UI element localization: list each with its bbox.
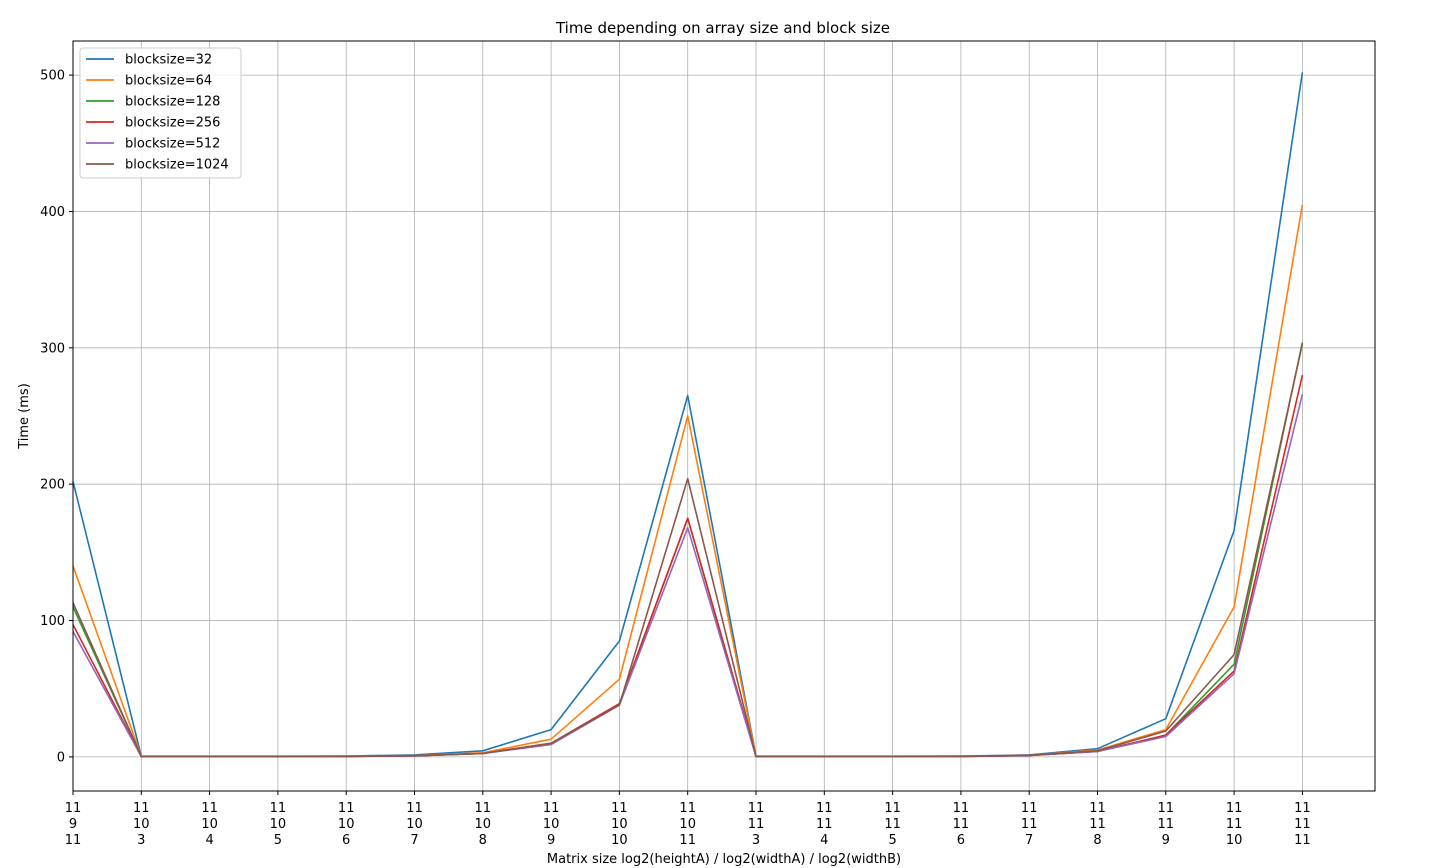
x-tick-label: 11 [1226,801,1243,816]
y-tick-label: 0 [57,750,65,765]
x-tick-label: 11 [133,801,150,816]
x-tick-label: 7 [410,833,418,848]
x-tick-label: 11 [1294,817,1311,832]
x-tick-label: 11 [748,801,765,816]
y-tick-label: 100 [40,614,65,629]
x-tick-label: 8 [1093,833,1101,848]
x-tick-label: 11 [475,801,492,816]
x-tick-label: 11 [338,801,355,816]
x-tick-label: 6 [957,833,965,848]
x-tick-label: 4 [205,833,213,848]
x-tick-label: 11 [953,801,970,816]
y-tick-label: 200 [40,478,65,493]
legend: blocksize=32 blocksize=64 blocksize=128 blo… [79,47,242,179]
x-tick-label: 10 [338,817,355,832]
x-tick-label: 11 [201,801,218,816]
x-tick-label: 11 [1294,801,1311,816]
x-tick-label: 5 [274,833,282,848]
x-tick-label: 8 [479,833,487,848]
x-tick-label: 10 [611,833,628,848]
x-tick-label: 10 [679,817,696,832]
grid [72,41,1375,791]
x-tick-label: 11 [1294,833,1311,848]
legend-entry-label: blocksize=512 [125,137,220,152]
x-tick-label: 11 [1089,801,1106,816]
x-tick-label: 11 [65,801,82,816]
x-tick-label: 11 [816,817,833,832]
legend-box [79,47,242,179]
x-tick-label: 5 [888,833,896,848]
x-tick-label: 4 [820,833,828,848]
series-line-blocksize-1024 [72,343,1304,758]
x-tick-label: 9 [1162,833,1170,848]
x-tick-label: 11 [1158,801,1175,816]
x-tick-label: 11 [816,801,833,816]
x-tick-label: 10 [133,817,150,832]
x-tick-label: 10 [611,817,628,832]
x-axis: 1191111103111041110511106111071110811109… [65,791,1311,848]
x-axis-label: Matrix size log2(heightA) / log2(widthA)… [547,852,901,867]
x-tick-label: 11 [953,817,970,832]
x-tick-label: 11 [1226,817,1243,832]
x-tick-label: 11 [884,801,901,816]
x-tick-label: 6 [342,833,350,848]
y-tick-label: 500 [40,69,65,84]
x-tick-label: 11 [611,801,628,816]
x-tick-label: 11 [543,801,560,816]
x-tick-label: 11 [65,833,82,848]
x-tick-label: 9 [547,833,555,848]
x-tick-label: 10 [475,817,492,832]
legend-entry-label: blocksize=64 [125,74,212,89]
legend-entry-label: blocksize=128 [125,95,220,110]
x-tick-label: 11 [748,817,765,832]
x-tick-label: 11 [679,833,696,848]
y-axis: 0 100 200 300 400 500 [40,69,73,765]
x-tick-label: 10 [270,817,287,832]
x-tick-label: 3 [752,833,760,848]
x-tick-label: 10 [543,817,560,832]
x-tick-label: 10 [201,817,218,832]
x-tick-label: 11 [1021,817,1038,832]
y-tick-label: 400 [40,205,65,220]
legend-entry-label: blocksize=256 [125,116,220,131]
x-tick-label: 10 [406,817,423,832]
legend-entry-label: blocksize=1024 [125,158,229,173]
chart-title: Time depending on array size and block s… [555,19,890,37]
x-tick-label: 11 [1021,801,1038,816]
x-tick-label: 9 [69,817,77,832]
y-axis-label: Time (ms) [17,383,32,450]
plot-frame [72,40,1376,792]
x-tick-label: 10 [1226,833,1243,848]
x-tick-label: 11 [884,817,901,832]
x-tick-label: 11 [406,801,423,816]
series-lines [72,72,1304,758]
x-tick-label: 11 [270,801,287,816]
x-tick-label: 11 [1158,817,1175,832]
x-tick-label: 11 [679,801,696,816]
legend-entry-label: blocksize=32 [125,53,212,68]
x-tick-label: 3 [137,833,145,848]
x-tick-label: 11 [1089,817,1106,832]
y-tick-label: 300 [40,341,65,356]
x-tick-label: 7 [1025,833,1033,848]
